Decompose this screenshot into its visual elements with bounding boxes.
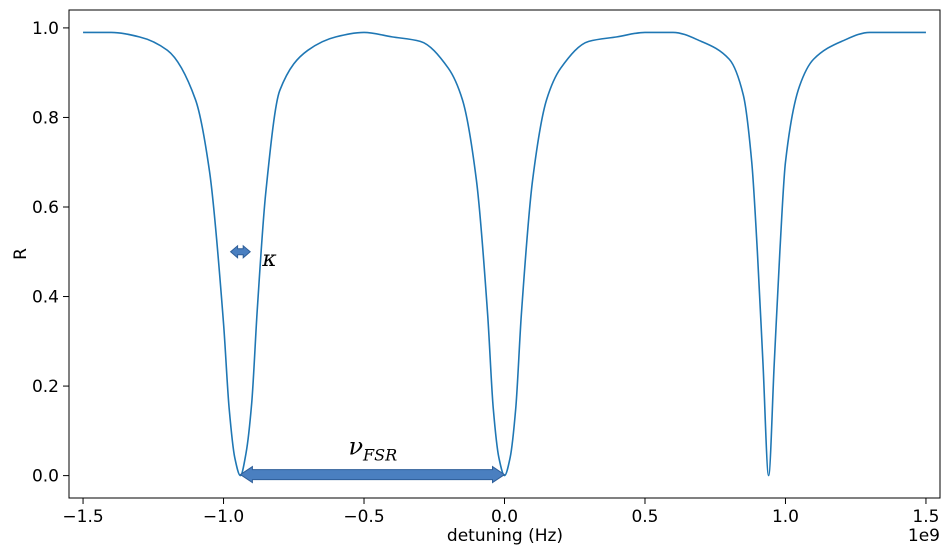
y-tick-label: 0.4 xyxy=(32,288,59,308)
x-axis-label: detuning (Hz) xyxy=(447,526,563,545)
x-tick-label: 1.5 xyxy=(912,507,939,527)
fsr-label-main: ν xyxy=(348,433,363,461)
x-tick-label: −0.5 xyxy=(343,507,384,527)
plot-frame xyxy=(68,9,941,499)
x-tick-label: 1.0 xyxy=(772,507,799,527)
y-axis: 0.0 0.2 0.4 0.6 0.8 1.0 xyxy=(32,19,69,487)
x-tick-label: 0.5 xyxy=(631,507,658,527)
fsr-label: νFSR xyxy=(348,433,397,465)
y-tick-label: 0.6 xyxy=(32,198,59,218)
y-tick-label: 0.0 xyxy=(32,467,59,487)
y-tick-label: 0.8 xyxy=(32,108,59,128)
x-tick-label: −1.5 xyxy=(62,507,103,527)
x-offset-text: 1e9 xyxy=(908,526,940,545)
fsr-double-arrow xyxy=(239,465,506,484)
kappa-label: κ xyxy=(261,247,277,272)
y-tick-label: 0.2 xyxy=(32,377,59,397)
x-axis: −1.5 −1.0 −0.5 0.0 0.5 1.0 1.5 xyxy=(62,498,939,527)
kappa-double-arrow xyxy=(229,244,251,259)
fsr-label-subscript: FSR xyxy=(362,446,397,465)
x-tick-label: −1.0 xyxy=(203,507,244,527)
series-line xyxy=(83,31,926,477)
y-axis-label: R xyxy=(11,248,31,260)
y-tick-label: 1.0 xyxy=(32,19,59,39)
x-tick-label: 0.0 xyxy=(491,507,518,527)
